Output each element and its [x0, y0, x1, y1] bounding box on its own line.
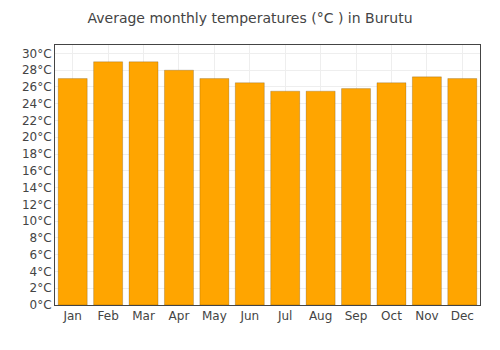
svg-text:Mar: Mar: [132, 309, 155, 323]
svg-text:28°C: 28°C: [22, 63, 52, 77]
svg-text:Oct: Oct: [381, 309, 402, 323]
svg-text:Feb: Feb: [98, 309, 119, 323]
svg-text:Jul: Jul: [277, 309, 292, 323]
svg-text:16°C: 16°C: [22, 164, 52, 178]
svg-text:2°C: 2°C: [30, 281, 52, 295]
svg-text:0°C: 0°C: [30, 298, 52, 312]
svg-text:Nov: Nov: [415, 309, 438, 323]
svg-text:6°C: 6°C: [30, 248, 52, 262]
svg-text:Aug: Aug: [309, 309, 332, 323]
svg-text:4°C: 4°C: [30, 265, 52, 279]
svg-text:18°C: 18°C: [22, 147, 52, 161]
svg-text:Average monthly temperatures (: Average monthly temperatures (°C ) in Bu…: [87, 10, 412, 26]
svg-text:24°C: 24°C: [22, 97, 52, 111]
svg-text:Jun: Jun: [239, 309, 259, 323]
svg-text:Jan: Jan: [62, 309, 82, 323]
svg-text:22°C: 22°C: [22, 114, 52, 128]
svg-text:26°C: 26°C: [22, 80, 52, 94]
svg-text:10°C: 10°C: [22, 214, 52, 228]
svg-text:14°C: 14°C: [22, 181, 52, 195]
svg-text:Sep: Sep: [345, 309, 368, 323]
svg-text:8°C: 8°C: [30, 231, 52, 245]
svg-text:Dec: Dec: [451, 309, 474, 323]
svg-text:30°C: 30°C: [22, 47, 52, 61]
svg-text:12°C: 12°C: [22, 198, 52, 212]
svg-text:May: May: [202, 309, 227, 323]
svg-text:Apr: Apr: [169, 309, 190, 323]
svg-text:20°C: 20°C: [22, 130, 52, 144]
